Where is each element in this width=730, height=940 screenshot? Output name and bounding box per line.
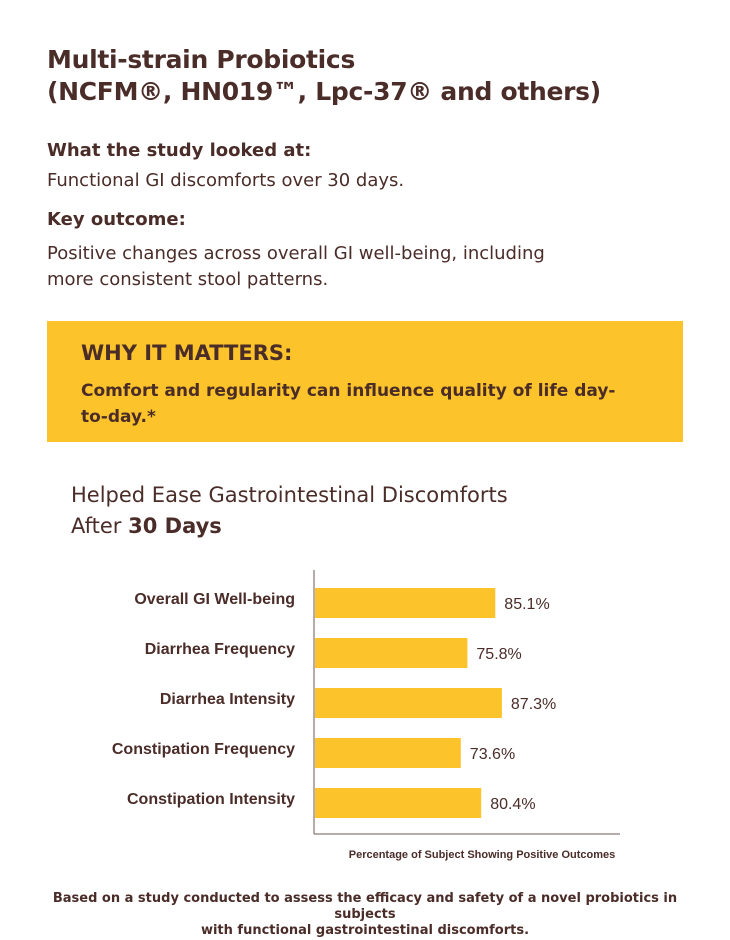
value-label: 75.8% bbox=[476, 646, 521, 663]
bar bbox=[315, 688, 502, 718]
outcome-label: Key outcome: bbox=[47, 209, 186, 230]
title-line-1: Multi-strain Probiotics bbox=[47, 45, 356, 74]
page-title: Multi-strain Probiotics (NCFM®, HN019™, … bbox=[47, 44, 601, 108]
value-label: 85.1% bbox=[504, 596, 549, 613]
bar bbox=[315, 788, 482, 818]
chart-title-prefix: After bbox=[71, 514, 129, 538]
bar bbox=[315, 588, 496, 618]
chart-title: Helped Ease Gastrointestinal Discomforts… bbox=[71, 480, 508, 542]
x-axis-label: Percentage of Subject Showing Positive O… bbox=[349, 849, 616, 861]
category-label: Constipation Frequency bbox=[112, 741, 295, 758]
chart-title-bold: 30 Days bbox=[128, 514, 222, 538]
outcome-text: Positive changes across overall GI well-… bbox=[47, 241, 545, 293]
outcome-line-2: more consistent stool patterns. bbox=[47, 269, 329, 290]
chart-title-line-2: After 30 Days bbox=[71, 511, 508, 542]
value-label: 80.4% bbox=[490, 796, 535, 813]
footnote-line-1: Based on a study conducted to assess the… bbox=[52, 891, 678, 922]
bar bbox=[315, 738, 461, 768]
chart-title-line-1: Helped Ease Gastrointestinal Discomforts bbox=[71, 483, 508, 507]
category-label: Overall GI Well-being bbox=[134, 591, 295, 608]
study-text: Functional GI discomforts over 30 days. bbox=[47, 170, 405, 191]
callout-title: WHY IT MATTERS: bbox=[81, 341, 293, 365]
category-label: Diarrhea Frequency bbox=[145, 641, 295, 658]
value-label: 87.3% bbox=[511, 696, 556, 713]
footnote: Based on a study conducted to assess the… bbox=[30, 891, 700, 939]
why-it-matters-callout: WHY IT MATTERS: Comfort and regularity c… bbox=[47, 321, 683, 442]
footnote-line-2: with functional gastrointestinal discomf… bbox=[200, 923, 530, 938]
callout-text: Comfort and regularity can influence qua… bbox=[81, 381, 616, 427]
bar-chart: Overall GI Well-being 85.1% Diarrhea Frequ… bbox=[112, 570, 620, 861]
outcome-line-1: Positive changes across overall GI well-… bbox=[47, 243, 545, 264]
bar bbox=[315, 638, 468, 668]
title-line-2: (NCFM®, HN019™, Lpc-37® and others) bbox=[47, 77, 601, 106]
study-label: What the study looked at: bbox=[47, 140, 312, 161]
value-label: 73.6% bbox=[470, 746, 515, 763]
category-label: Constipation Intensity bbox=[127, 791, 295, 808]
category-label: Diarrhea Intensity bbox=[160, 691, 295, 708]
